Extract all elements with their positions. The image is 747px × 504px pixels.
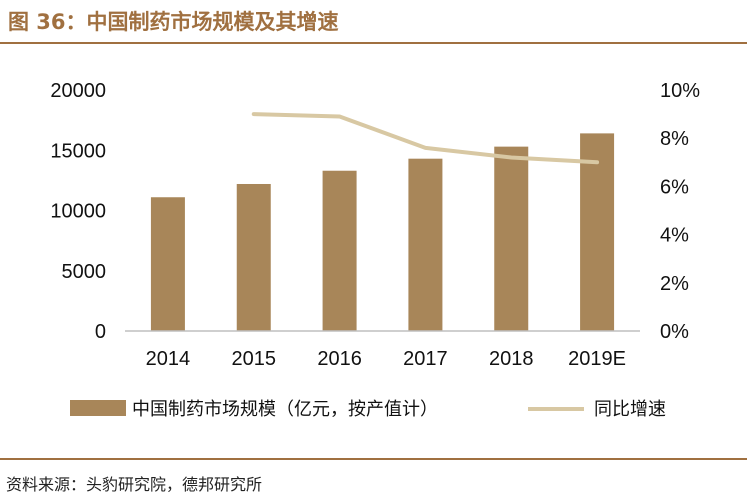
y-right-tick-label: 0% <box>660 321 689 343</box>
y-right-tick-label: 8% <box>660 128 689 150</box>
bar-market-size-2016 <box>322 170 357 331</box>
y-right-tick-label: 10% <box>660 80 700 102</box>
x-tick-label: 2018 <box>489 348 534 370</box>
x-tick-label: 2014 <box>146 348 191 370</box>
y-left-tick-label: 5000 <box>62 261 107 283</box>
legend-label-market-size: 中国制药市场规模（亿元，按产值计） <box>132 399 438 420</box>
y-right-tick-label: 2% <box>660 273 689 295</box>
legend-label-growth-rate: 同比增速 <box>594 399 666 420</box>
y-right-tick-label: 6% <box>660 176 689 198</box>
x-tick-label: 2015 <box>232 348 277 370</box>
y-left-tick-label: 20000 <box>50 80 106 102</box>
source-note: 资料来源：头豹研究院，德邦研究所 <box>6 475 263 494</box>
growth-rate-line <box>251 112 600 165</box>
title-divider <box>0 42 747 44</box>
source-divider <box>0 458 747 460</box>
bar-market-size-2015 <box>236 183 271 331</box>
x-tick-label: 2019E <box>568 348 626 370</box>
y-right-tick-label: 4% <box>660 225 689 247</box>
bar-market-size-2017 <box>408 158 443 331</box>
bar-market-size-2018 <box>494 146 529 331</box>
chart-title: 图 36：中国制药市场规模及其增速 <box>8 10 339 34</box>
bar-market-size-2019E <box>580 133 615 331</box>
y-left-tick-label: 0 <box>95 321 106 343</box>
y-left-tick-label: 10000 <box>50 201 106 223</box>
legend-swatch-market-size <box>70 400 126 416</box>
bar-market-size-2014 <box>150 197 185 331</box>
chart: 0 5000 10000 15000 20000 0% 2% 4% 6% 8% 10% 2014 2… <box>50 80 700 420</box>
x-tick-label: 2017 <box>403 348 448 370</box>
y-left-tick-label: 15000 <box>50 140 106 162</box>
x-tick-label: 2016 <box>317 348 362 370</box>
